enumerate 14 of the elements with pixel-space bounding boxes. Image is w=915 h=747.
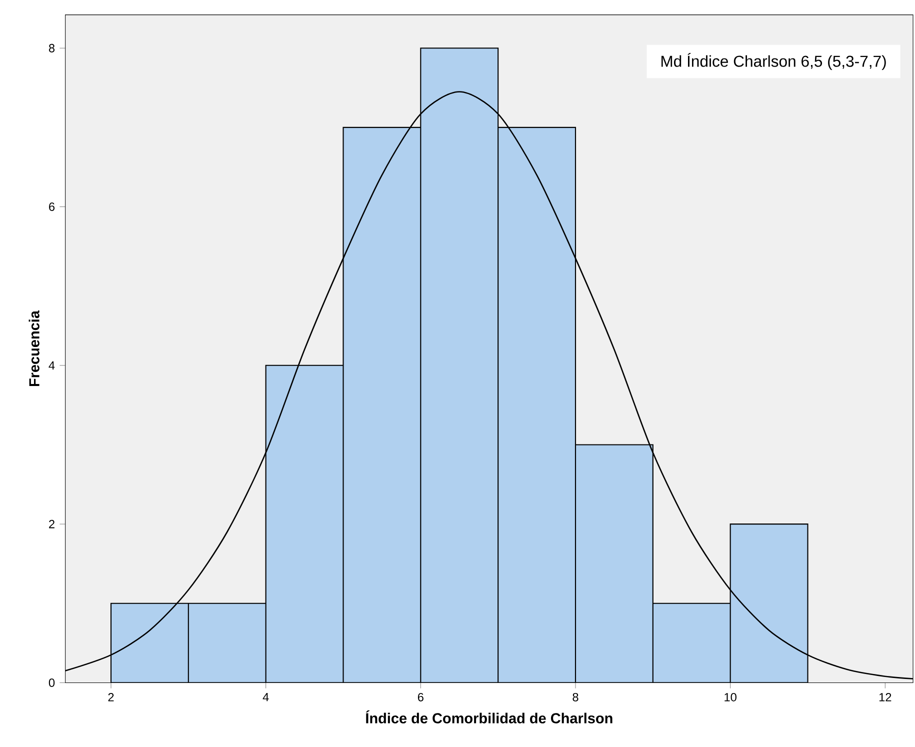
y-tick-label: 2: [49, 520, 54, 528]
x-tick-label: 10: [724, 693, 736, 702]
y-tick-label: 8: [48, 44, 55, 52]
y-tick-label: 6: [49, 202, 55, 211]
x-tick-label: 8: [572, 693, 578, 702]
x-tick-label: 2: [108, 693, 114, 702]
x-tick-label: 6: [418, 693, 424, 702]
y-tick-label: 0: [48, 678, 55, 687]
y-axis-title: Frecuencia: [28, 310, 40, 386]
y-tick-label: 4: [48, 361, 55, 370]
annotation: Md Índice Charlson 6,5 (5,3-7,7): [661, 53, 886, 70]
x-tick-label: 4: [262, 693, 269, 702]
x-tick-label: 12: [879, 693, 892, 702]
x-axis-title: Índice de Comorbilidad de Charlson: [366, 710, 612, 724]
